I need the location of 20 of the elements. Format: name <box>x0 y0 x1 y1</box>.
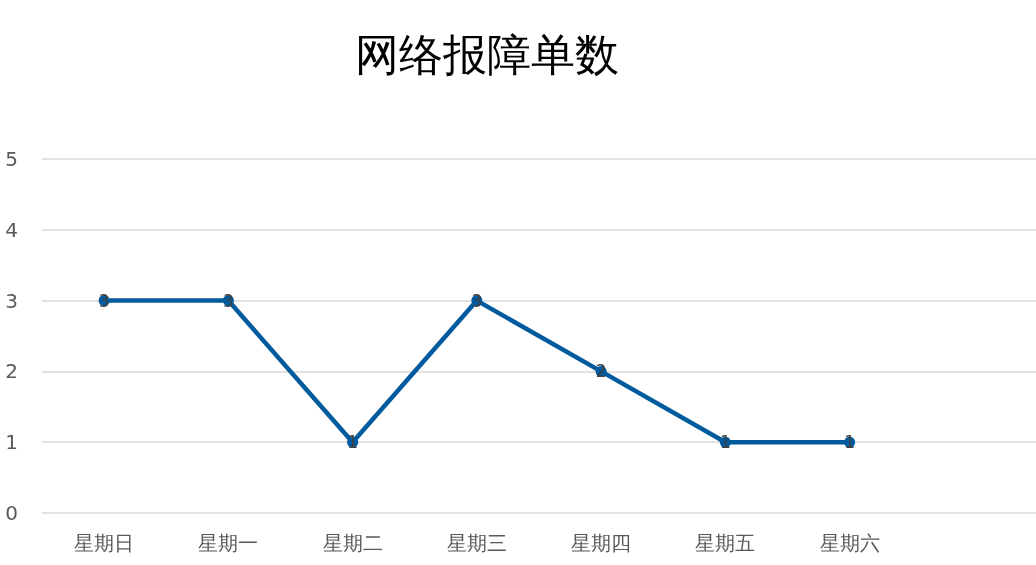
y-tick-label: 4 <box>5 217 18 242</box>
x-tick-label: 星期六 <box>819 532 880 554</box>
data-label: 3 <box>222 290 234 311</box>
data-label: 1 <box>719 432 731 453</box>
x-tick-label: 星期日 <box>74 532 135 554</box>
x-tick-label: 星期三 <box>446 532 507 554</box>
y-tick-label: 3 <box>5 288 18 313</box>
data-label: 2 <box>595 361 607 382</box>
x-tick-label: 星期四 <box>571 532 632 554</box>
y-tick-label: 1 <box>5 430 18 455</box>
x-tick-label: 星期一 <box>198 532 259 554</box>
data-label: 3 <box>471 290 483 311</box>
y-tick-label: 2 <box>5 359 18 384</box>
x-tick-label: 星期五 <box>695 532 756 554</box>
y-tick-label: 5 <box>5 147 18 171</box>
data-label: 1 <box>347 432 359 453</box>
data-label: 1 <box>844 432 856 453</box>
x-tick-label: 星期二 <box>322 532 383 554</box>
y-tick-label: 0 <box>5 501 18 525</box>
chart-title: 网络报障单数 <box>355 30 619 80</box>
